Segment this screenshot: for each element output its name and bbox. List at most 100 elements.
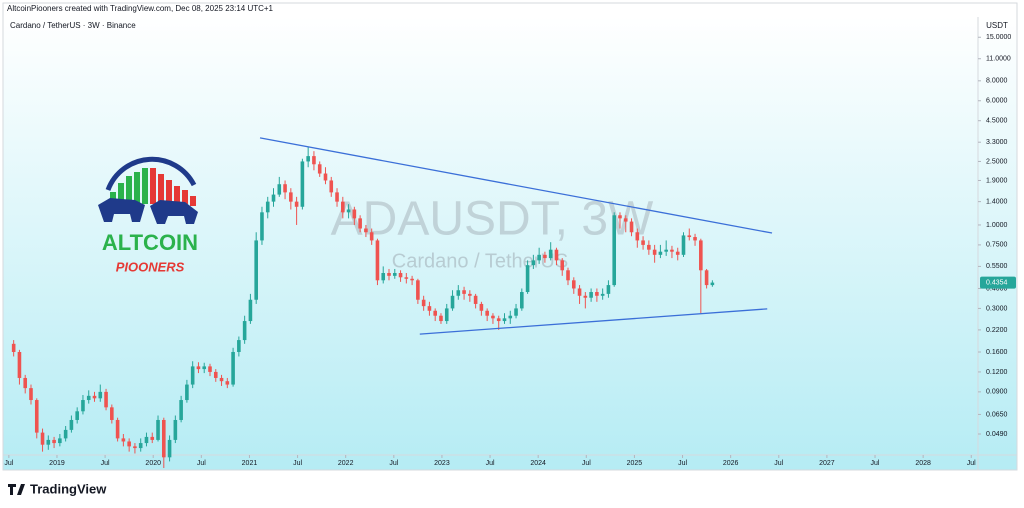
- candle-body: [277, 184, 282, 195]
- candle-body: [364, 228, 368, 233]
- logo-subtitle: PIOONERS: [116, 259, 185, 274]
- candle-body: [17, 351, 22, 378]
- candle-body: [323, 173, 328, 181]
- candle-body: [664, 249, 668, 252]
- candle-body: [133, 446, 137, 449]
- logo-bar: [110, 192, 116, 204]
- candle-body: [375, 240, 380, 281]
- candle-body: [623, 218, 628, 222]
- x-tick-label: Jul: [871, 460, 880, 467]
- candle-body: [11, 343, 16, 352]
- candle-body: [196, 366, 201, 370]
- candle-body: [231, 351, 235, 385]
- trendline: [419, 308, 768, 335]
- x-tick-label: 2025: [627, 460, 643, 467]
- candle-body: [606, 285, 611, 294]
- candle-body: [710, 282, 715, 286]
- logo-bar: [166, 180, 172, 204]
- candle-body: [46, 439, 51, 445]
- plot: 15.0000 11.0000 8.0000 6.0000 4.5000 3.3000 2.…: [4, 34, 1016, 469]
- last-price-marker: [980, 276, 1016, 289]
- candle-body: [485, 310, 489, 316]
- x-tick-label: 2027: [819, 460, 835, 467]
- candle-body: [398, 273, 403, 278]
- candle-body: [450, 295, 455, 309]
- candle-body: [260, 212, 264, 241]
- x-tick-label: Jul: [4, 460, 13, 467]
- candle-body: [416, 280, 420, 300]
- candle-body: [629, 221, 634, 233]
- logo-bar: [190, 196, 196, 206]
- logo-bar: [118, 183, 124, 204]
- y-tick-label: 0.7500: [986, 242, 1008, 249]
- candle-body: [566, 270, 570, 281]
- candle-body: [219, 377, 224, 382]
- candle-body: [543, 254, 547, 259]
- y-tick-label: 0.4000: [986, 285, 1008, 292]
- candle-body: [537, 254, 541, 261]
- candle-body: [265, 201, 270, 213]
- x-tick-label: Jul: [389, 460, 398, 467]
- y-tick-label: 0.5500: [986, 263, 1008, 270]
- x-tick-label: Jul: [774, 460, 783, 467]
- candle-body: [81, 400, 85, 412]
- candle-body: [352, 209, 357, 219]
- candle-body: [554, 249, 559, 261]
- candle-body: [225, 381, 230, 385]
- candle-body: [583, 295, 588, 298]
- y-tick-label: 15.0000: [986, 34, 1011, 41]
- logo-bar: [174, 186, 180, 204]
- x-tick-label: 2026: [723, 460, 739, 467]
- x-tick-label: 2023: [434, 460, 450, 467]
- candle-body: [110, 407, 114, 420]
- candle-body: [161, 419, 166, 458]
- x-tick-label: Jul: [582, 460, 591, 467]
- x-tick-label: Jul: [293, 460, 302, 467]
- candle-body: [548, 249, 553, 259]
- candle-body: [462, 290, 466, 294]
- y-tick-label: 0.3000: [986, 305, 1008, 312]
- candle-body: [202, 366, 207, 370]
- candle-body: [699, 240, 703, 271]
- candle-body: [127, 441, 131, 447]
- logo: ALTCOIN PIOONERS: [98, 156, 198, 274]
- logo-bar: [158, 174, 164, 204]
- logo-bar: [142, 168, 148, 204]
- footer-brand: TradingView: [30, 481, 107, 496]
- candle-body: [335, 192, 339, 202]
- candle-body: [185, 384, 189, 401]
- candle-body: [317, 164, 322, 174]
- candle-body: [687, 235, 692, 238]
- watermark-subtitle: Cardano / TetherUS: [392, 250, 568, 272]
- symbol-title: Cardano / TetherUS · 3W · Binance: [10, 21, 136, 30]
- candle-body: [306, 156, 310, 162]
- candle-body: [439, 315, 443, 322]
- candle-body: [675, 251, 680, 255]
- x-tick-label: Jul: [967, 460, 976, 467]
- logo-arc: [105, 156, 197, 191]
- candle-body: [173, 419, 178, 440]
- x-tick-label: 2020: [145, 460, 161, 467]
- candle-body: [473, 295, 478, 304]
- candle-body: [58, 438, 62, 444]
- candle-body: [560, 260, 565, 271]
- footer-logo: TradingView: [8, 481, 107, 496]
- candle-body: [115, 419, 120, 439]
- x-tick-label: Jul: [197, 460, 206, 467]
- candle-body: [289, 192, 293, 202]
- candle-body: [612, 215, 617, 286]
- logo-bar: [134, 172, 140, 204]
- candle-body: [138, 443, 143, 449]
- candle-body: [704, 270, 709, 286]
- y-tick-label: 2.5000: [986, 158, 1008, 165]
- candle-body: [496, 318, 501, 322]
- chart-background: [3, 17, 1017, 470]
- candle-body: [98, 391, 103, 399]
- logo-bar: [126, 176, 132, 204]
- candle-body: [647, 244, 651, 250]
- candle-body: [40, 432, 45, 445]
- candle-body: [520, 292, 524, 309]
- candle-body: [248, 299, 253, 322]
- candle-body: [63, 429, 68, 439]
